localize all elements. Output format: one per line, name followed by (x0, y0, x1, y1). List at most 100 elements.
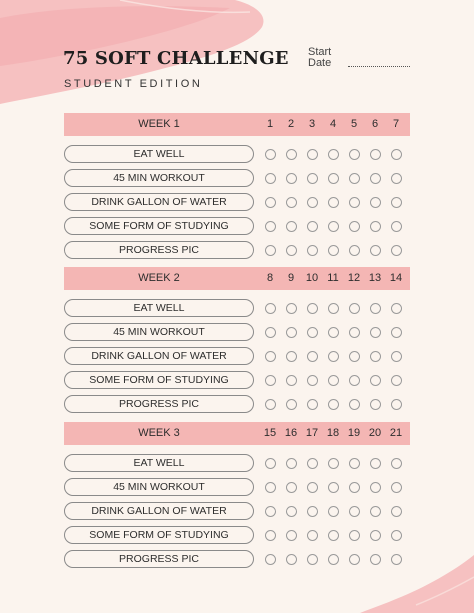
day-checkbox[interactable] (390, 398, 402, 410)
day-checkbox[interactable] (390, 244, 402, 256)
day-checkbox[interactable] (369, 326, 381, 338)
day-checkbox[interactable] (348, 350, 360, 362)
day-checkbox[interactable] (306, 220, 318, 232)
day-checkbox[interactable] (264, 244, 276, 256)
day-checkbox[interactable] (285, 481, 297, 493)
day-checkbox[interactable] (390, 172, 402, 184)
day-checkbox[interactable] (327, 553, 339, 565)
day-checkbox[interactable] (306, 326, 318, 338)
day-checkbox[interactable] (348, 374, 360, 386)
day-checkbox[interactable] (327, 302, 339, 314)
day-checkbox[interactable] (285, 326, 297, 338)
day-checkbox[interactable] (306, 196, 318, 208)
day-checkbox[interactable] (390, 505, 402, 517)
day-checkbox[interactable] (285, 505, 297, 517)
day-checkbox[interactable] (264, 172, 276, 184)
day-checkbox[interactable] (390, 350, 402, 362)
day-checkbox[interactable] (285, 374, 297, 386)
day-checkbox[interactable] (264, 148, 276, 160)
day-checkbox[interactable] (348, 553, 360, 565)
day-checkbox[interactable] (369, 553, 381, 565)
day-checkbox[interactable] (348, 529, 360, 541)
day-checkbox[interactable] (348, 302, 360, 314)
day-checkbox[interactable] (264, 457, 276, 469)
day-checkbox[interactable] (264, 220, 276, 232)
day-checkbox[interactable] (285, 172, 297, 184)
day-checkbox[interactable] (306, 481, 318, 493)
day-checkbox[interactable] (264, 196, 276, 208)
day-checkbox[interactable] (390, 148, 402, 160)
day-checkbox[interactable] (390, 196, 402, 208)
day-checkbox[interactable] (348, 505, 360, 517)
day-checkbox[interactable] (285, 350, 297, 362)
day-checkbox[interactable] (369, 148, 381, 160)
day-checkbox[interactable] (306, 374, 318, 386)
day-checkbox[interactable] (348, 148, 360, 160)
day-checkbox[interactable] (348, 398, 360, 410)
day-checkbox[interactable] (285, 553, 297, 565)
day-checkbox[interactable] (348, 326, 360, 338)
day-checkbox[interactable] (369, 302, 381, 314)
day-checkbox[interactable] (306, 148, 318, 160)
day-checkbox[interactable] (264, 505, 276, 517)
day-checkbox[interactable] (264, 302, 276, 314)
day-checkbox[interactable] (264, 481, 276, 493)
day-checkbox[interactable] (327, 529, 339, 541)
day-checkbox[interactable] (327, 326, 339, 338)
day-checkbox[interactable] (264, 350, 276, 362)
day-checkbox[interactable] (306, 398, 318, 410)
day-checkbox[interactable] (369, 220, 381, 232)
day-checkbox[interactable] (390, 529, 402, 541)
day-checkbox[interactable] (306, 529, 318, 541)
day-checkbox[interactable] (306, 553, 318, 565)
day-checkbox[interactable] (285, 398, 297, 410)
day-checkbox[interactable] (348, 196, 360, 208)
day-checkbox[interactable] (348, 481, 360, 493)
day-checkbox[interactable] (390, 481, 402, 493)
day-checkbox[interactable] (369, 457, 381, 469)
date-input-line[interactable] (348, 66, 410, 67)
day-checkbox[interactable] (369, 529, 381, 541)
day-checkbox[interactable] (369, 350, 381, 362)
day-checkbox[interactable] (306, 244, 318, 256)
day-checkbox[interactable] (390, 374, 402, 386)
day-checkbox[interactable] (327, 350, 339, 362)
day-checkbox[interactable] (264, 529, 276, 541)
day-checkbox[interactable] (264, 326, 276, 338)
day-checkbox[interactable] (285, 196, 297, 208)
day-checkbox[interactable] (306, 505, 318, 517)
day-checkbox[interactable] (327, 244, 339, 256)
day-checkbox[interactable] (306, 302, 318, 314)
day-checkbox[interactable] (285, 220, 297, 232)
day-checkbox[interactable] (348, 172, 360, 184)
day-checkbox[interactable] (264, 553, 276, 565)
day-checkbox[interactable] (285, 529, 297, 541)
day-checkbox[interactable] (327, 220, 339, 232)
day-checkbox[interactable] (285, 148, 297, 160)
day-checkbox[interactable] (327, 172, 339, 184)
day-checkbox[interactable] (285, 244, 297, 256)
day-checkbox[interactable] (327, 457, 339, 469)
day-checkbox[interactable] (327, 505, 339, 517)
day-checkbox[interactable] (306, 350, 318, 362)
day-checkbox[interactable] (348, 457, 360, 469)
day-checkbox[interactable] (306, 172, 318, 184)
day-checkbox[interactable] (390, 553, 402, 565)
day-checkbox[interactable] (327, 398, 339, 410)
day-checkbox[interactable] (369, 398, 381, 410)
day-checkbox[interactable] (390, 457, 402, 469)
day-checkbox[interactable] (390, 220, 402, 232)
day-checkbox[interactable] (327, 374, 339, 386)
day-checkbox[interactable] (369, 374, 381, 386)
day-checkbox[interactable] (369, 196, 381, 208)
day-checkbox[interactable] (327, 481, 339, 493)
day-checkbox[interactable] (306, 457, 318, 469)
day-checkbox[interactable] (285, 302, 297, 314)
day-checkbox[interactable] (369, 505, 381, 517)
day-checkbox[interactable] (369, 481, 381, 493)
day-checkbox[interactable] (264, 374, 276, 386)
day-checkbox[interactable] (390, 326, 402, 338)
day-checkbox[interactable] (369, 172, 381, 184)
day-checkbox[interactable] (327, 196, 339, 208)
day-checkbox[interactable] (264, 398, 276, 410)
